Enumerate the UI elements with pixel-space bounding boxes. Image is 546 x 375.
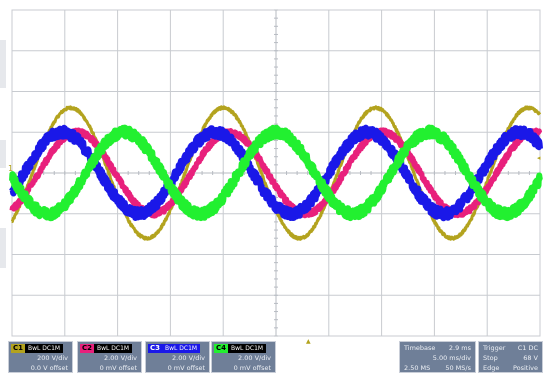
trigger-type: Edge bbox=[483, 364, 500, 372]
trigger-descriptor[interactable]: Trigger C1 DC Stop 68 V Edge Positive bbox=[478, 341, 543, 373]
channel-3-descriptor[interactable]: C3 BwL DC1M 2.00 V/div 0 mV offset bbox=[145, 341, 210, 373]
trigger-level: 68 V bbox=[523, 354, 538, 362]
timebase-per-div: 5.00 ms/div bbox=[432, 354, 471, 362]
trigger-time-marker: ▲ bbox=[306, 338, 311, 345]
trigger-slope: Positive bbox=[512, 364, 538, 372]
timebase-samples: 2.50 MS bbox=[404, 364, 431, 372]
channel-4-coupling: BwL DC1M bbox=[228, 344, 267, 353]
channel-3-offset: 0 mV offset bbox=[167, 364, 205, 372]
channel-2-descriptor[interactable]: C2 BwL DC1M 2.00 V/div 0 mV offset bbox=[77, 341, 142, 373]
channel-3-label: C3 bbox=[148, 344, 163, 353]
trace-c4 bbox=[9, 124, 543, 222]
channel-4-offset: 0 mV offset bbox=[233, 364, 271, 372]
left-panel-tab-1[interactable] bbox=[0, 40, 6, 88]
channel-1-coupling: BwL DC1M bbox=[25, 344, 64, 353]
channel-2-scale: 2.00 V/div bbox=[104, 354, 137, 362]
graticule bbox=[11, 9, 541, 337]
channel-2-offset: 0 mV offset bbox=[99, 364, 137, 372]
channel-2-label: C2 bbox=[80, 344, 95, 353]
channel-1-scale: 200 V/div bbox=[37, 354, 68, 362]
timebase-rate: 50 MS/s bbox=[445, 364, 471, 372]
channel-4-descriptor[interactable]: C4 BwL DC1M 2.00 V/div 0 mV offset bbox=[211, 341, 276, 373]
timebase-label: Timebase bbox=[404, 344, 436, 352]
channel-1-descriptor[interactable]: C1 BwL DC1M 200 V/div 0.0 V offset bbox=[8, 341, 73, 373]
channel-3-coupling: BwL DC1M bbox=[162, 344, 201, 353]
trigger-channel: C1 DC bbox=[517, 344, 538, 352]
channel-4-scale: 2.00 V/div bbox=[238, 354, 271, 362]
trace-c3 bbox=[9, 124, 543, 222]
trigger-level-marker: ◂ bbox=[537, 154, 541, 162]
timebase-descriptor[interactable]: Timebase 2.9 ms 5.00 ms/div 2.50 MS 50 M… bbox=[399, 341, 476, 373]
channel-2-coupling: BwL DC1M bbox=[94, 344, 133, 353]
trigger-mode: Stop bbox=[483, 354, 498, 362]
left-panel-tab-3[interactable] bbox=[0, 228, 6, 268]
channel-3-scale: 2.00 V/div bbox=[172, 354, 205, 362]
trigger-label: Trigger bbox=[483, 344, 506, 352]
ground-marker: 1 bbox=[8, 164, 13, 173]
waveform-traces bbox=[9, 105, 543, 241]
channel-4-label: C4 bbox=[214, 344, 229, 353]
channel-1-label: C1 bbox=[11, 344, 26, 353]
screen-markers: 1 ◂ ▲ bbox=[8, 154, 541, 345]
channel-1-offset: 0.0 V offset bbox=[30, 364, 68, 372]
left-panel-tab-2[interactable] bbox=[0, 140, 6, 168]
timebase-delay: 2.9 ms bbox=[448, 344, 471, 352]
